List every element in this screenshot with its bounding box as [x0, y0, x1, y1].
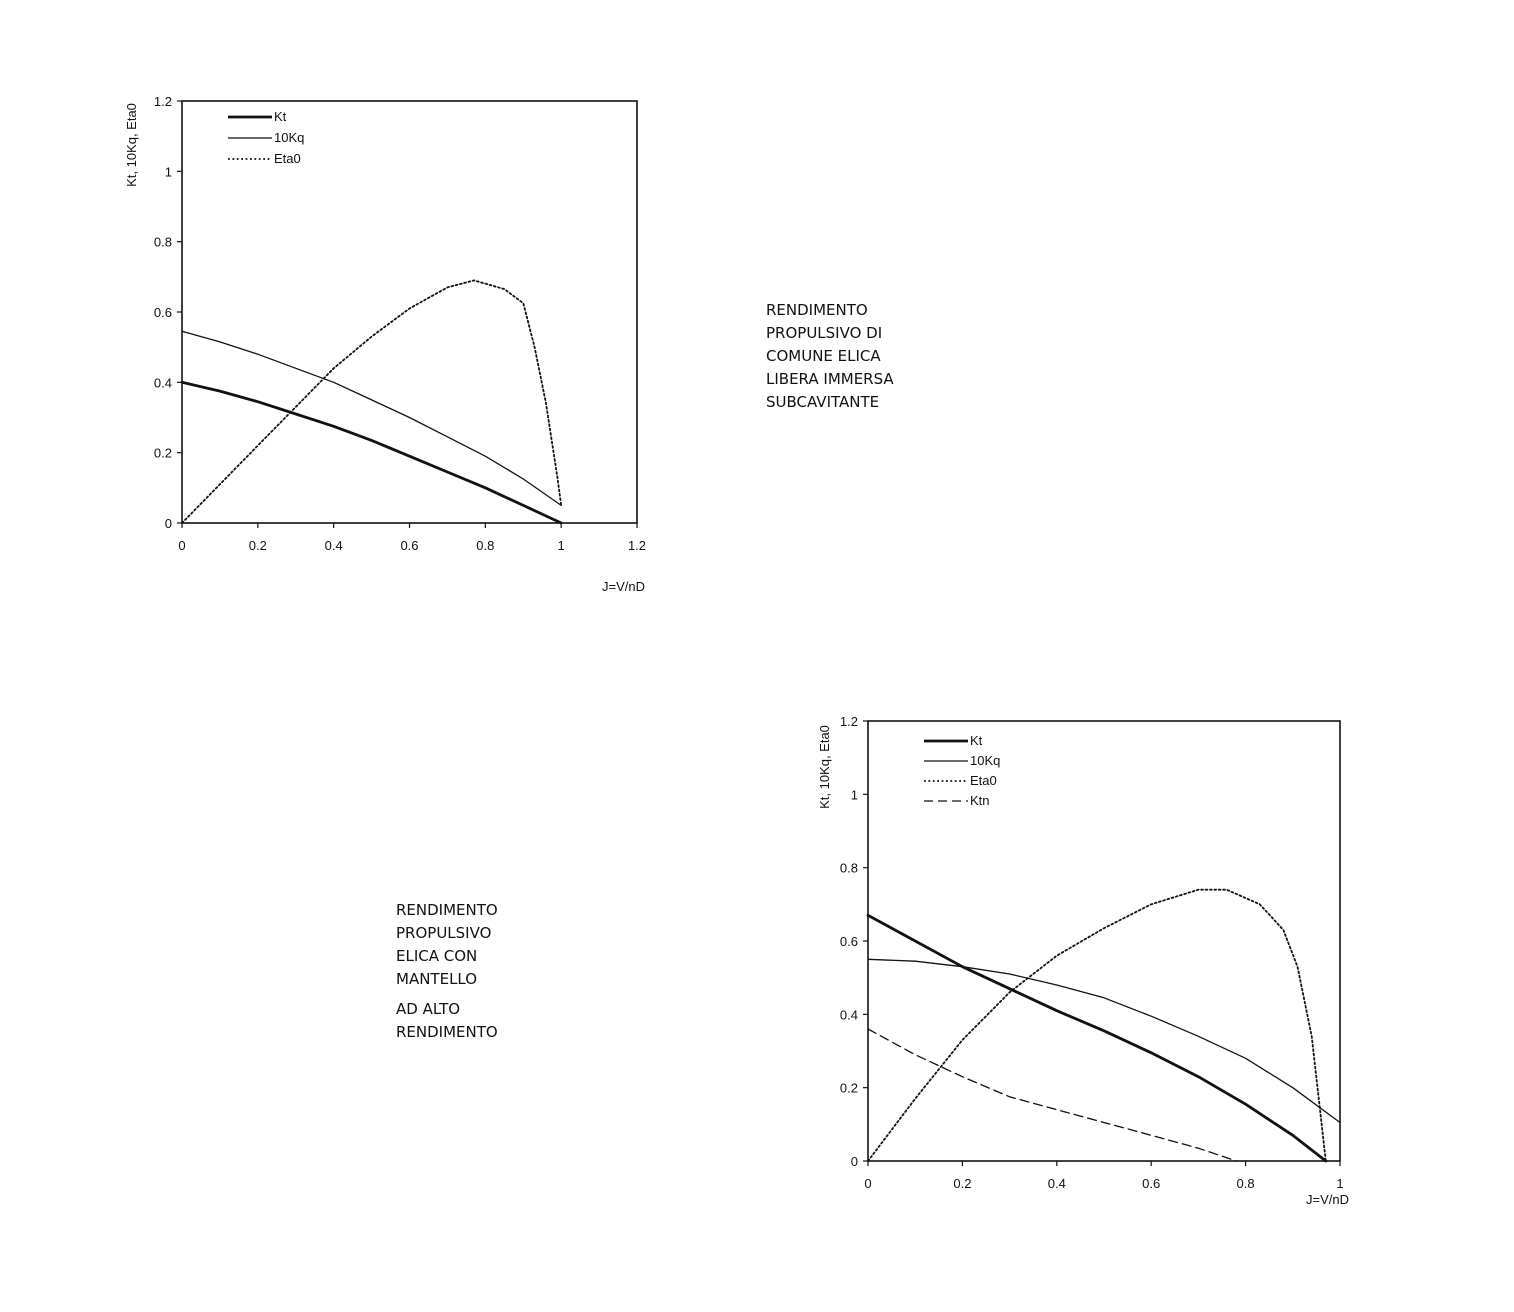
y-tick-label: 0.8	[154, 235, 172, 250]
x-tick-label: 0.4	[1048, 1176, 1066, 1191]
x-axis-label: J=V/nD	[1306, 1192, 1349, 1207]
plot-frame	[867, 720, 1341, 1162]
y-tick-label: 0.4	[840, 1007, 858, 1022]
y-tick-label: 1	[165, 164, 172, 179]
x-tick-label: 0.2	[249, 538, 267, 553]
x-tick-label: 0.4	[325, 538, 343, 553]
legend-label: Kt	[274, 109, 287, 124]
caption-bottom-line: RENDIMENTO	[396, 901, 498, 919]
y-tick-label: 0.6	[154, 305, 172, 320]
x-tick-label: 0.8	[1237, 1176, 1255, 1191]
legend-label: Eta0	[274, 151, 301, 166]
series-line-10kq	[867, 958, 1341, 1124]
y-tick-label: 0.2	[154, 446, 172, 461]
x-tick-label: 0.2	[953, 1176, 971, 1191]
caption-top-line: COMUNE ELICA	[766, 347, 881, 365]
caption-bottom-line: RENDIMENTO	[396, 1023, 498, 1041]
x-tick-label: 0.6	[1142, 1176, 1160, 1191]
y-tick-label: 1	[851, 787, 858, 802]
series-line-eta0	[867, 888, 1327, 1162]
caption-bottom-line: MANTELLO	[396, 970, 478, 988]
x-tick-label: 0	[864, 1176, 871, 1191]
caption-top-line: LIBERA IMMERSA	[766, 370, 894, 388]
x-tick-label: 1	[558, 538, 565, 553]
caption-bottom-line: ELICA CON	[396, 947, 478, 965]
caption-bottom: RENDIMENTO PROPULSIVO ELICA CON MANTELLO…	[396, 899, 498, 1044]
y-axis-label: Kt, 10Kq, Eta0	[817, 725, 832, 809]
legend-label: Eta0	[970, 773, 997, 788]
y-tick-label: 1.2	[154, 94, 172, 109]
y-tick-label: 0	[851, 1154, 858, 1169]
x-tick-label: 0.8	[476, 538, 494, 553]
x-tick-label: 1.2	[628, 538, 646, 553]
x-tick-label: 0.6	[400, 538, 418, 553]
legend-label: 10Kq	[970, 753, 1000, 768]
caption-bottom-line: PROPULSIVO	[396, 924, 492, 942]
y-tick-label: 0	[165, 516, 172, 531]
y-tick-label: 0.6	[840, 934, 858, 949]
y-tick-label: 1.2	[840, 714, 858, 729]
caption-top: RENDIMENTO PROPULSIVO DI COMUNE ELICA LI…	[766, 299, 894, 414]
legend-label: 10Kq	[274, 130, 304, 145]
caption-top-line: PROPULSIVO DI	[766, 324, 883, 342]
series-line-10kq	[181, 330, 562, 507]
legend-label: Kt	[970, 733, 983, 748]
series-line-ktn	[867, 1028, 1237, 1162]
y-axis-label: Kt, 10Kq, Eta0	[124, 103, 139, 187]
y-tick-label: 0.8	[840, 861, 858, 876]
series-line-kt	[180, 380, 563, 525]
series-line-kt	[866, 913, 1328, 1163]
x-tick-label: 1	[1336, 1176, 1343, 1191]
caption-bottom-line: AD ALTO	[396, 1000, 461, 1018]
legend-label: Ktn	[970, 793, 990, 808]
x-axis-label: J=V/nD	[602, 579, 645, 594]
y-tick-label: 0.2	[840, 1081, 858, 1096]
caption-top-line: SUBCAVITANTE	[766, 393, 880, 411]
caption-top-line: RENDIMENTO	[766, 301, 868, 319]
y-tick-label: 0.4	[154, 375, 172, 390]
series-line-eta0	[181, 279, 563, 524]
x-tick-label: 0	[178, 538, 185, 553]
